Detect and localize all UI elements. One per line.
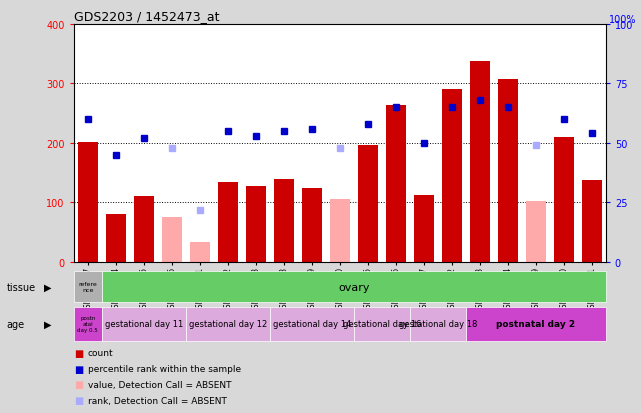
- Bar: [270, 307, 354, 341]
- Bar: [354, 307, 410, 341]
- Text: value, Detection Call = ABSENT: value, Detection Call = ABSENT: [88, 380, 231, 389]
- Text: gestational day 18: gestational day 18: [399, 319, 477, 328]
- Text: gestational day 12: gestational day 12: [188, 319, 267, 328]
- Text: ■: ■: [74, 364, 83, 374]
- Bar: [302, 189, 322, 262]
- Bar: [466, 307, 606, 341]
- Text: ▶: ▶: [44, 282, 51, 292]
- Text: postn
atal
day 0.5: postn atal day 0.5: [78, 316, 98, 332]
- Bar: [582, 180, 601, 262]
- Text: age: age: [6, 319, 24, 329]
- Bar: [386, 106, 406, 262]
- Bar: [218, 182, 238, 262]
- Bar: [442, 90, 462, 262]
- Text: postnatal day 2: postnatal day 2: [496, 319, 576, 328]
- Text: count: count: [88, 349, 113, 358]
- Bar: [410, 307, 466, 341]
- Bar: [246, 186, 265, 262]
- Text: 100%: 100%: [608, 15, 636, 25]
- Bar: [74, 307, 102, 341]
- Text: percentile rank within the sample: percentile rank within the sample: [88, 364, 241, 373]
- Text: ■: ■: [74, 348, 83, 358]
- Bar: [470, 62, 490, 262]
- Bar: [134, 197, 154, 262]
- Bar: [330, 200, 349, 262]
- Bar: [274, 179, 294, 262]
- Text: rank, Detection Call = ABSENT: rank, Detection Call = ABSENT: [88, 396, 227, 405]
- Text: tissue: tissue: [6, 282, 35, 292]
- Text: ▶: ▶: [44, 319, 51, 329]
- Bar: [106, 215, 126, 262]
- Bar: [78, 142, 97, 262]
- Bar: [186, 307, 270, 341]
- Bar: [526, 202, 545, 262]
- Bar: [74, 271, 102, 302]
- Bar: [554, 138, 574, 262]
- Bar: [102, 307, 186, 341]
- Bar: [162, 218, 181, 262]
- Text: ■: ■: [74, 395, 83, 405]
- Text: gestational day 14: gestational day 14: [272, 319, 351, 328]
- Text: ■: ■: [74, 380, 83, 389]
- Bar: [358, 145, 378, 262]
- Bar: [414, 195, 433, 262]
- Text: GDS2203 / 1452473_at: GDS2203 / 1452473_at: [74, 10, 219, 23]
- Text: gestational day 16: gestational day 16: [342, 319, 421, 328]
- Bar: [190, 243, 210, 262]
- Bar: [498, 79, 517, 262]
- Text: gestational day 11: gestational day 11: [104, 319, 183, 328]
- Text: refere
nce: refere nce: [78, 281, 97, 292]
- Text: ovary: ovary: [338, 282, 369, 292]
